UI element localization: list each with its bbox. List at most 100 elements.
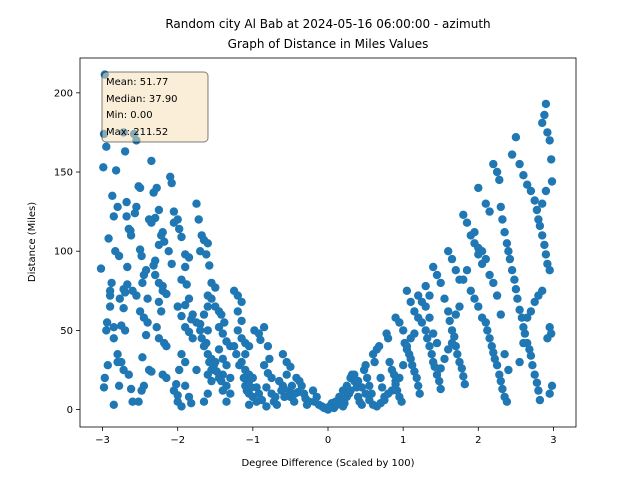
data-point (102, 142, 111, 151)
data-point (275, 376, 284, 386)
data-point (184, 253, 194, 262)
data-point (523, 180, 532, 189)
x-axis-ticks: −3 −2 −1 0 1 2 3 (95, 427, 557, 446)
data-point (218, 354, 227, 364)
data-point (459, 210, 468, 219)
data-point (119, 304, 128, 313)
data-point (391, 380, 400, 389)
data-point (109, 212, 119, 221)
data-point (383, 389, 393, 398)
data-point (286, 362, 295, 371)
data-point (141, 330, 151, 340)
data-point (154, 205, 164, 215)
data-point (158, 281, 167, 291)
data-point (481, 254, 490, 264)
data-point (543, 334, 552, 343)
data-point (257, 395, 267, 405)
data-point (167, 259, 176, 269)
data-point (202, 250, 211, 259)
data-point (149, 261, 158, 270)
data-point (237, 316, 246, 326)
data-point (109, 334, 119, 343)
data-point (241, 350, 250, 359)
data-point (474, 183, 483, 193)
data-point (519, 171, 528, 180)
data-point (489, 278, 498, 288)
data-point (237, 297, 246, 307)
data-point (519, 338, 528, 348)
data-point (395, 318, 404, 327)
data-point (154, 297, 164, 307)
data-point (267, 373, 276, 383)
data-point (138, 353, 147, 362)
data-point (423, 334, 432, 343)
x-tick-label: 0 (325, 435, 331, 446)
data-point (259, 361, 269, 370)
data-point (184, 392, 194, 402)
data-point (218, 386, 227, 395)
data-point (410, 307, 419, 316)
x-tick-label: −3 (95, 435, 110, 446)
data-point (209, 361, 218, 370)
data-point (534, 215, 543, 224)
data-point (177, 311, 186, 321)
data-point (470, 228, 479, 237)
data-point (338, 402, 348, 411)
data-point (96, 264, 106, 273)
data-point (233, 307, 242, 316)
data-point (162, 373, 171, 383)
data-point (164, 247, 173, 256)
data-point (362, 373, 372, 383)
data-point (109, 323, 119, 332)
data-point (239, 373, 248, 383)
data-point (526, 307, 536, 316)
data-point (100, 373, 110, 383)
data-point (233, 326, 242, 335)
data-point (214, 323, 224, 332)
data-point (402, 342, 412, 351)
data-point (144, 215, 154, 224)
chart-title-line1: Random city Al Bab at 2024-05-16 06:00:0… (165, 17, 490, 31)
data-point (399, 361, 408, 370)
data-point (490, 354, 499, 364)
data-point (540, 240, 549, 250)
data-point (530, 297, 539, 307)
data-point (102, 326, 111, 335)
stats-box: Mean: 51.77 Median: 37.90 Min: 0.00 Max:… (101, 71, 209, 143)
data-point (414, 291, 423, 300)
y-tick-label: 0 (67, 405, 73, 416)
data-point (444, 247, 453, 256)
data-point (410, 367, 419, 376)
data-point (532, 378, 542, 387)
x-tick-label: −2 (170, 435, 185, 446)
data-point (436, 364, 445, 373)
data-point (130, 209, 140, 218)
data-point (507, 266, 517, 275)
data-point (440, 294, 449, 303)
data-point (432, 338, 442, 348)
data-point (290, 389, 300, 398)
chart-title-line2: Graph of Distance in Miles Values (228, 37, 429, 51)
data-point (282, 370, 291, 379)
data-point (192, 318, 201, 327)
data-point (520, 329, 530, 338)
data-point (137, 251, 146, 261)
data-point (107, 278, 116, 288)
data-point (154, 240, 164, 250)
data-point (367, 389, 376, 398)
data-point (108, 191, 117, 200)
data-point (541, 186, 551, 196)
data-point (175, 365, 184, 375)
data-point (196, 326, 205, 335)
data-point (545, 323, 554, 332)
data-point (256, 335, 265, 345)
data-point (526, 351, 536, 360)
data-point (547, 177, 557, 186)
data-point (460, 380, 469, 389)
data-point (436, 278, 445, 288)
data-point (357, 383, 366, 392)
data-point (502, 397, 512, 406)
data-point (462, 218, 472, 227)
data-point (247, 383, 256, 392)
data-point (192, 365, 201, 375)
